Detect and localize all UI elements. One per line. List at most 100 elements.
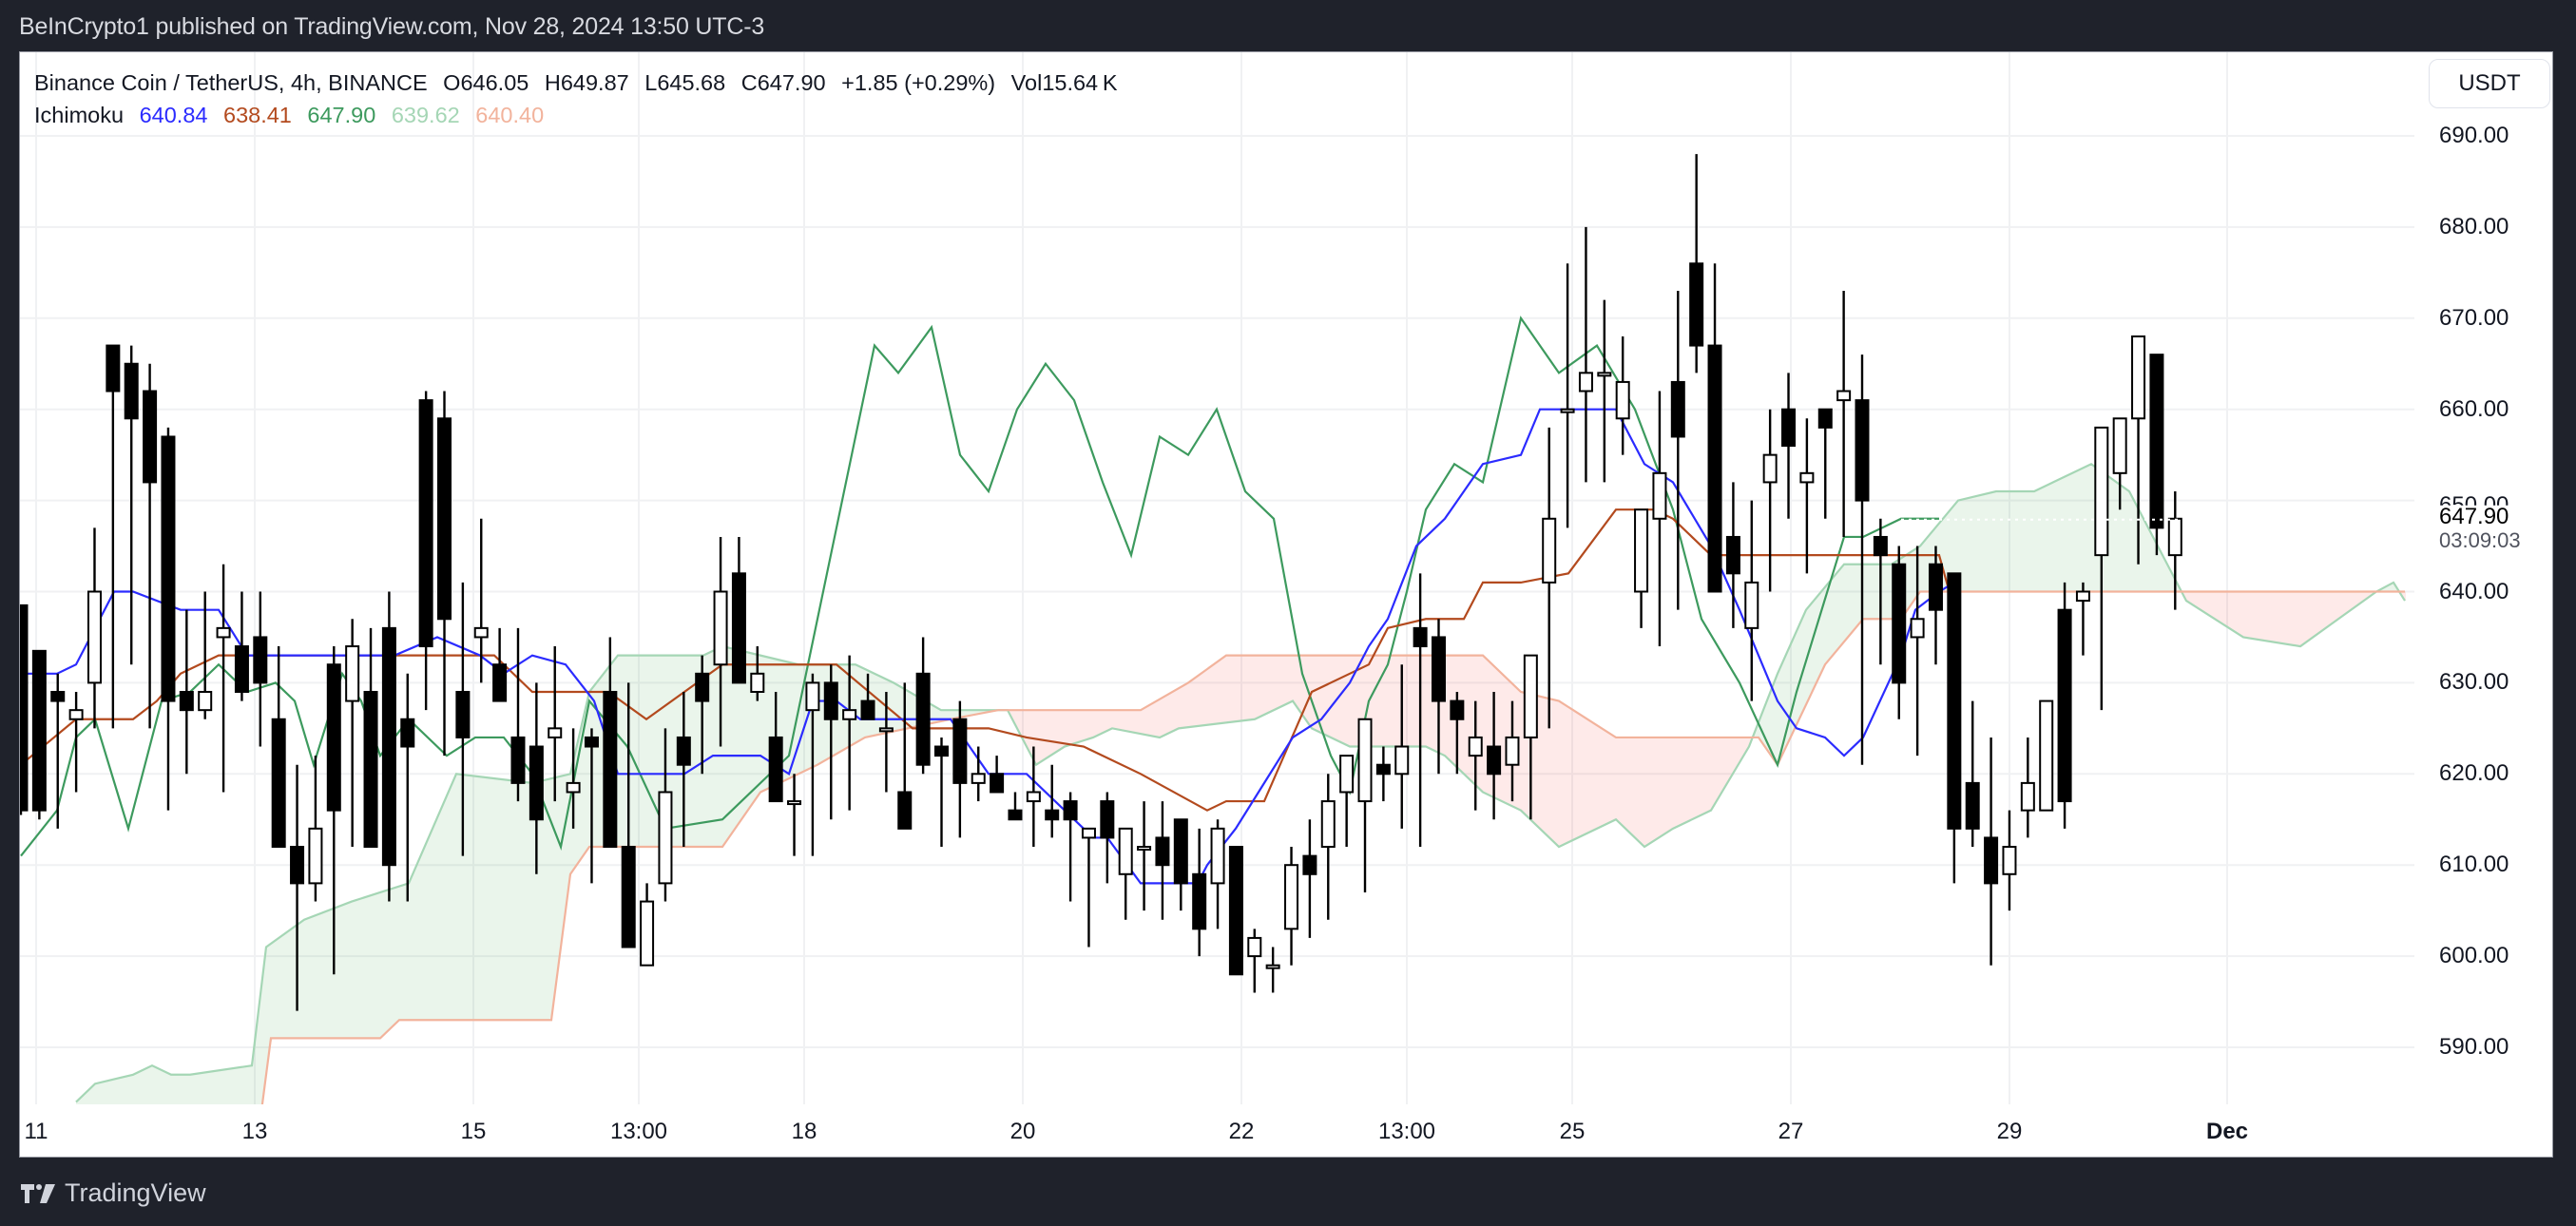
ichimoku-cloud-segment [2255,591,2258,640]
ichimoku-cloud-segment [1074,710,1077,744]
ichimoku-cloud-segment [227,1068,230,1104]
ichimoku-cloud-segment [1063,710,1066,748]
candle-body [1560,408,1575,413]
ichimoku-cloud-segment [1838,567,1841,649]
candle-body [437,417,452,621]
candle-body [842,709,857,720]
candle-body [1375,763,1391,776]
ichimoku-cloud-segment [909,691,912,729]
ichimoku-cloud-segment [384,890,387,1035]
candle-body [253,636,268,684]
ichimoku-cloud-segment [1961,499,1964,592]
symbol-title[interactable]: Binance Coin / TetherUS, 4h, BINANCE [34,70,428,95]
ichimoku-cloud-segment [1570,708,1573,842]
ichimoku-cloud-segment [1177,687,1180,730]
ichimoku-cloud-segment [1174,689,1177,731]
ichimoku-cloud-segment [1240,655,1242,721]
ichimoku-cloud-segment [1630,737,1633,836]
ichimoku-cloud-segment [1068,710,1071,746]
ichimoku-cloud-segment [1810,602,1813,697]
ichimoku-cloud-segment [2049,482,2052,592]
ichimoku-cloud-segment [635,655,638,848]
ichimoku-cloud-segment [1317,655,1319,733]
ichimoku-cloud-segment [2009,491,2012,592]
ichimoku-cloud-segment [644,655,646,848]
plot-area[interactable] [15,52,2415,1193]
ichimoku-cloud-segment [1471,655,1473,783]
ichimoku-cloud-segment [946,710,949,720]
ichimoku-cloud-segment [564,775,567,926]
ichimoku-cloud-segment [538,780,541,1021]
candle-body [990,773,1005,794]
ichimoku-cloud-segment [1271,655,1274,712]
ichimoku-cloud-segment [1422,655,1425,747]
ichimoku-cloud-segment [632,655,635,848]
ichimoku-cloud-segment [336,906,338,1039]
ichimoku-cloud-segment [1379,655,1382,747]
ichimoku-cloud-segment [1125,710,1128,732]
ichimoku-cloud-segment [367,895,370,1039]
ichimoku-cloud-segment [2295,591,2297,646]
ichimoku-cloud-segment [2223,591,2226,626]
ichimoku-cloud-segment [1796,626,1798,727]
candle-body [1468,736,1483,757]
ichimoku-cloud-segment [1998,491,2001,592]
indicator-name[interactable]: Ichimoku [34,103,125,127]
ichimoku-cloud-segment [1798,620,1801,721]
ichimoku-cloud-segment [2246,591,2249,639]
ichimoku-cloud-segment [318,912,321,1039]
ichimoku-cloud-segment [358,898,361,1039]
ichimoku-cloud-segment [284,931,287,1039]
price-tick-label: 660.00 [2439,395,2509,422]
ichimoku-cloud-segment [1231,655,1234,722]
candle-body [87,590,102,684]
ichimoku-cloud-segment [1394,655,1396,747]
ichimoku-cloud-segment [1836,570,1838,653]
candle-body [750,672,765,693]
ichimoku-cloud-segment [1448,655,1451,761]
ichimoku-cloud-segment [1679,737,1682,826]
candle-body [400,718,415,748]
ichimoku-cloud-segment [1921,541,1924,592]
ichimoku-cloud-segment [2272,591,2275,642]
ichimoku-cloud-segment [649,655,652,848]
ichimoku-cloud-segment [1548,698,1550,839]
candle-body [2057,608,2072,803]
ichimoku-cloud-segment [1259,655,1262,718]
ichimoku-cloud-segment [1610,734,1613,823]
ichimoku-cloud-segment [2012,491,2015,592]
currency-button[interactable]: USDT [2429,59,2550,108]
ichimoku-cloud-segment [2297,591,2300,647]
ichimoku-cloud-segment [954,710,957,718]
volume: Vol15.64 K [1010,70,1118,95]
ichimoku-cloud-segment [2052,481,2055,592]
ichimoku-cloud-segment [207,1071,210,1104]
ichimoku-cloud-segment [1374,655,1376,747]
ichimoku-cloud-segment [1639,737,1642,845]
candle-body [1597,372,1612,377]
ichimoku-cloud-segment [1553,699,1556,845]
ichimoku-cloud-segment [361,897,364,1039]
ichimoku-cloud-segment [213,1070,216,1104]
ichimoku-cloud-segment [1727,737,1730,784]
ichimoku-cloud-segment [2081,468,2084,592]
ichimoku-cloud-segment [2403,591,2406,602]
ichimoku-cloud-segment [1990,491,1992,592]
ichimoku-cloud-segment [267,944,270,1068]
ichimoku-cloud-segment [2058,478,2061,592]
candle-body [1523,654,1538,738]
ichimoku-cloud-segment [1733,737,1736,775]
ichimoku-cloud-segment [1026,710,1028,751]
ichimoku-cloud-segment [290,928,293,1039]
ichimoku-cloud-segment [2143,518,2146,592]
tradingview-brand[interactable]: TradingView [19,1178,206,1208]
ichimoku-cloud-segment [512,780,515,1021]
ichimoku-cloud-segment [1143,707,1145,736]
ichimoku-cloud-segment [190,1074,193,1104]
ichimoku-base-value: 638.41 [223,103,292,127]
ichimoku-cloud-segment [347,902,350,1039]
ichimoku-cloud-segment [1396,655,1399,747]
ichimoku-cloud-segment [529,782,532,1021]
ichimoku-cloud-segment [1148,703,1151,737]
